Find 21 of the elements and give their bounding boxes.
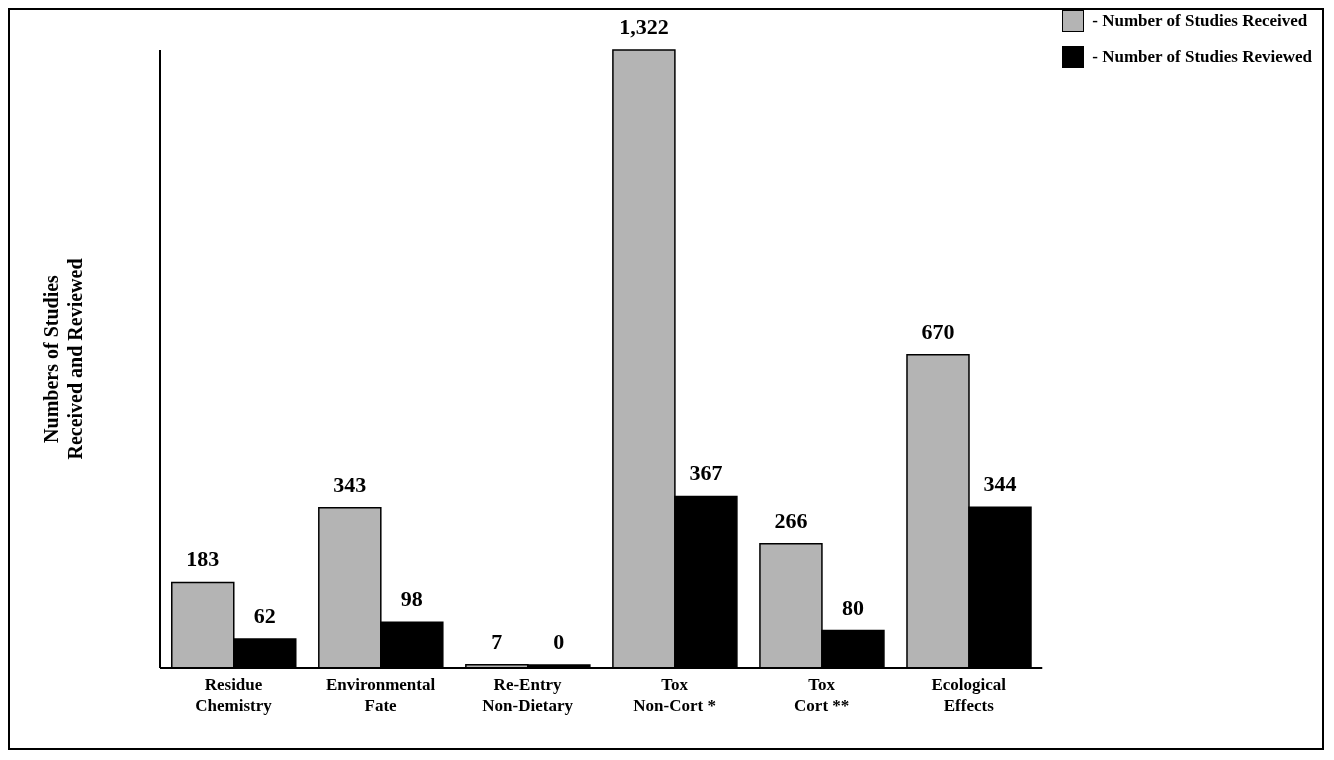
x-tick-label: Tox Cort ** — [794, 675, 850, 715]
data-label: 80 — [841, 594, 864, 620]
data-label: 0 — [553, 629, 565, 654]
data-label: 367 — [689, 460, 723, 486]
data-label: 7 — [491, 628, 503, 654]
data-label: 670 — [921, 318, 955, 344]
data-label: 183 — [186, 546, 220, 572]
data-label: 266 — [774, 507, 808, 533]
data-label: 62 — [253, 603, 276, 629]
data-label: 98 — [400, 586, 423, 612]
x-tick-label: Tox Non-Cort * — [633, 675, 716, 715]
x-tick-label: Re-Entry Non-Dietary — [482, 675, 574, 715]
data-label: 1,322 — [619, 14, 669, 39]
data-label: 344 — [983, 471, 1017, 497]
legend-label: - Number of Studies Reviewed — [1092, 47, 1312, 67]
x-tick-label: Residue Chemistry — [195, 675, 273, 715]
x-tick-label: Environmental Fate — [325, 675, 436, 715]
y-axis-title: Numbers of Studies Received and Reviewed — [40, 258, 86, 460]
x-tick-label: Ecological Effects — [931, 675, 1007, 715]
data-label: 343 — [333, 471, 367, 497]
legend-label: - Number of Studies Received — [1092, 11, 1308, 31]
